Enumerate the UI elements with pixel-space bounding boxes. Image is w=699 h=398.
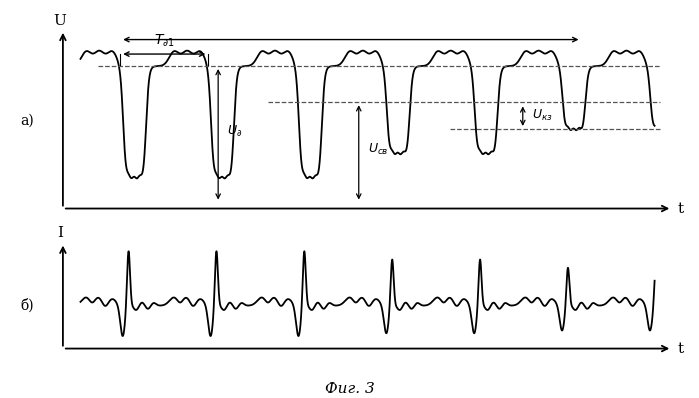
Text: $T_{\partial 1}$: $T_{\partial 1}$ bbox=[154, 33, 175, 49]
Text: U: U bbox=[54, 14, 66, 27]
Text: $U_{св}$: $U_{св}$ bbox=[368, 142, 388, 157]
Text: I: I bbox=[57, 226, 63, 240]
Text: б): б) bbox=[20, 298, 34, 313]
Text: Фиг. 3: Фиг. 3 bbox=[324, 382, 375, 396]
Text: t: t bbox=[678, 341, 684, 355]
Text: t: t bbox=[678, 201, 684, 216]
Text: а): а) bbox=[20, 113, 34, 127]
Text: $U_{\partial}$: $U_{\partial}$ bbox=[227, 124, 243, 139]
Text: $U_{кз}$: $U_{кз}$ bbox=[531, 108, 552, 123]
